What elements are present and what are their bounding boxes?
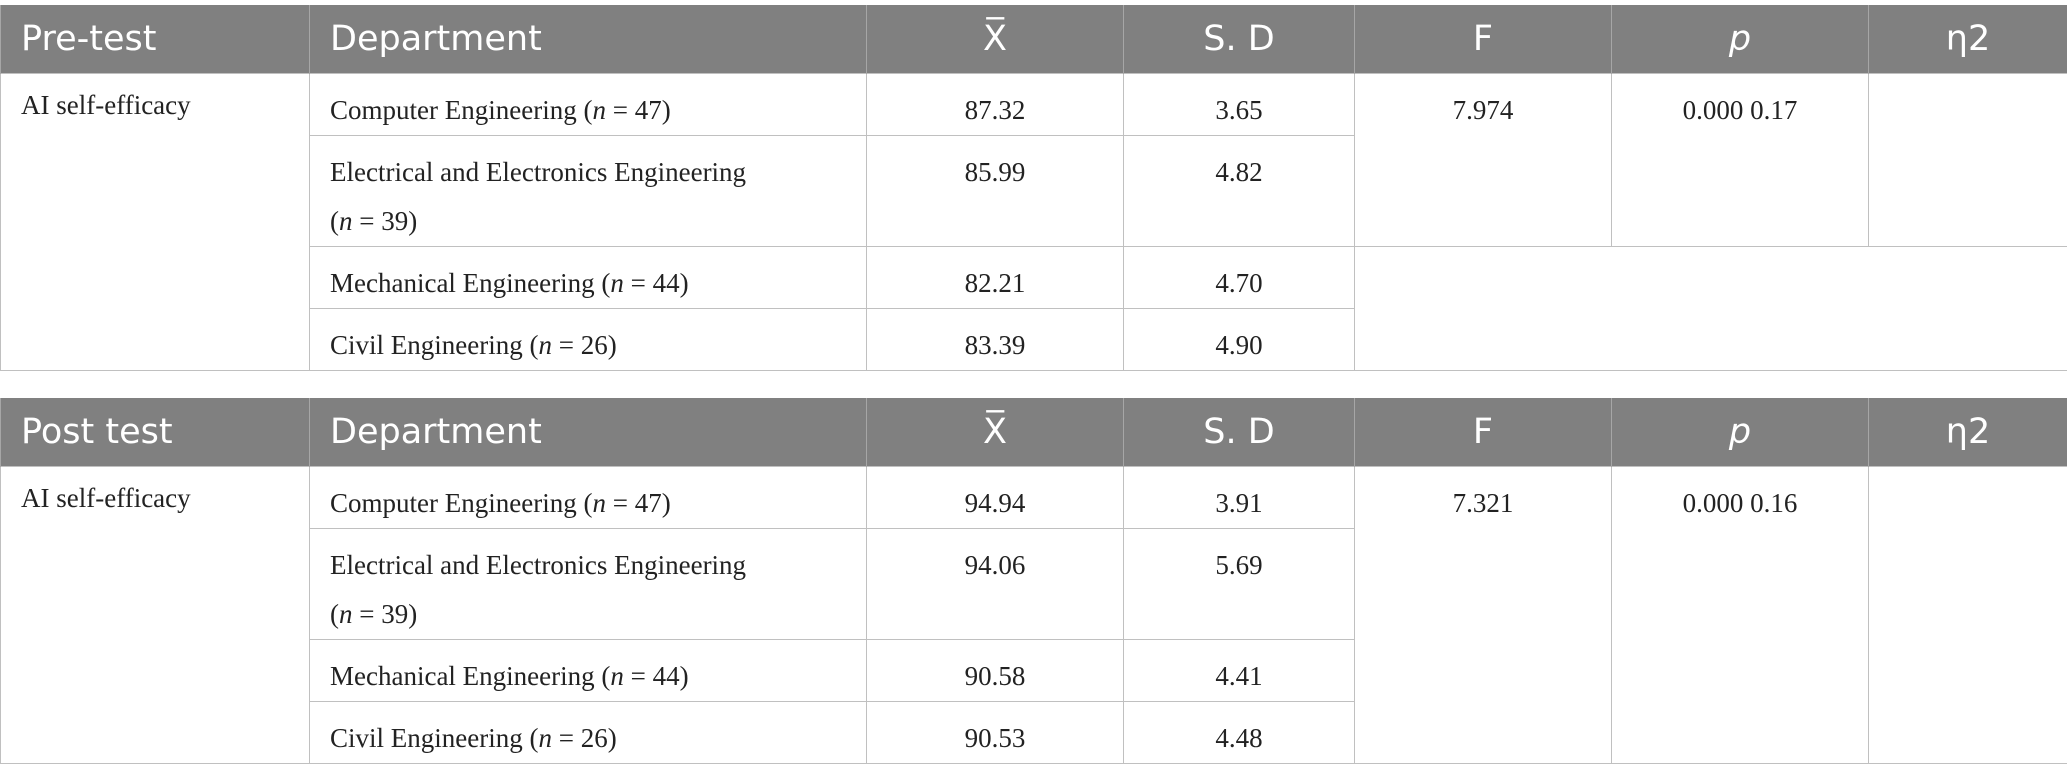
n-symbol: n <box>538 330 552 360</box>
sd-cell: 4.70 <box>1123 246 1355 309</box>
sd-cell: 4.48 <box>1123 701 1355 764</box>
header-row: Post test Department X̅ S. D F p η2 <box>0 398 2067 467</box>
empty-cell <box>1354 246 2067 371</box>
department-cell: Computer Engineering (n = 47) <box>309 466 867 529</box>
sd-cell: 4.82 <box>1123 135 1355 247</box>
table-row: Mechanical Engineering (n = 44) 90.58 4.… <box>1 639 2067 702</box>
department-cell: Mechanical Engineering (n = 44) <box>309 639 867 702</box>
n-value: 47 <box>634 95 662 125</box>
p-eta-cell: 0.000 0.16 <box>1611 466 1869 764</box>
sd-cell: 3.91 <box>1123 466 1355 529</box>
table-row: AI self-efficacy Computer Engineering (n… <box>0 73 2067 371</box>
n-equals: = <box>623 661 653 691</box>
mean-header: X̅ <box>866 5 1124 74</box>
department-cell: Civil Engineering (n = 26) <box>309 701 867 764</box>
mean-cell: 83.39 <box>866 308 1124 371</box>
measure-cell: AI self-efficacy <box>0 73 310 371</box>
table-row: Civil Engineering (n = 26) 90.53 4.48 <box>1 701 2067 764</box>
mean-cell: 87.32 <box>866 73 1124 136</box>
table-row: Electrical and Electronics Engineering (n… <box>1 528 2067 640</box>
pretest-table: Pre-test Department X̅ S. D F p η2 AI se… <box>0 5 2067 371</box>
p-header: p <box>1611 5 1869 74</box>
n-equals: = <box>352 206 382 236</box>
n-equals: = <box>551 330 581 360</box>
n-equals: = <box>623 268 653 298</box>
eta-header: η2 <box>1868 398 2067 467</box>
n-symbol: n <box>339 206 353 236</box>
n-value: 44 <box>652 268 680 298</box>
n-equals: = <box>551 723 581 753</box>
mean-cell: 85.99 <box>866 135 1124 247</box>
n-value: 44 <box>652 661 680 691</box>
n-value: 47 <box>634 488 662 518</box>
n-value: 26 <box>580 723 608 753</box>
sd-cell: 3.65 <box>1123 73 1355 136</box>
n-symbol: n <box>538 723 552 753</box>
table-row: Civil Engineering (n = 26) 83.39 4.90 <box>1 308 2067 371</box>
department-cell: Civil Engineering (n = 26) <box>309 308 867 371</box>
table-row: AI self-efficacy Computer Engineering (n… <box>0 466 2067 764</box>
mean-cell: 82.21 <box>866 246 1124 309</box>
department-name: Electrical and Electronics Engineering <box>330 157 747 187</box>
f-header: F <box>1354 398 1612 467</box>
n-symbol: n <box>592 488 606 518</box>
table-row: Mechanical Engineering (n = 44) 82.21 4.… <box>1 246 2067 371</box>
department-name: Computer Engineering <box>330 488 577 518</box>
department-name: Mechanical Engineering <box>330 268 595 298</box>
mean-cell: 94.06 <box>866 528 1124 640</box>
f-cell: 7.974 <box>1354 73 1612 247</box>
eta-cell <box>1868 466 2067 764</box>
sd-cell: 4.90 <box>1123 308 1355 371</box>
mean-header: X̅ <box>866 398 1124 467</box>
mean-cell: 90.53 <box>866 701 1124 764</box>
stage-header: Pre-test <box>0 5 310 74</box>
measure-cell: AI self-efficacy <box>0 466 310 764</box>
eta-header: η2 <box>1868 5 2067 74</box>
department-name: Computer Engineering <box>330 95 577 125</box>
n-value: 39 <box>381 599 409 629</box>
f-cell: 7.321 <box>1354 466 1612 764</box>
sd-cell: 5.69 <box>1123 528 1355 640</box>
header-row: Pre-test Department X̅ S. D F p η2 <box>0 5 2067 74</box>
department-name: Civil Engineering <box>330 330 523 360</box>
posttest-table: Post test Department X̅ S. D F p η2 AI s… <box>0 398 2067 764</box>
department-cell: Computer Engineering (n = 47) <box>309 73 867 136</box>
department-name: Mechanical Engineering <box>330 661 595 691</box>
eta-cell <box>1868 73 2067 247</box>
n-equals: = <box>352 599 382 629</box>
department-name: Civil Engineering <box>330 723 523 753</box>
n-value: 39 <box>381 206 409 236</box>
sd-cell: 4.41 <box>1123 639 1355 702</box>
n-equals: = <box>605 95 635 125</box>
sd-header: S. D <box>1123 398 1355 467</box>
department-header: Department <box>309 398 867 467</box>
n-symbol: n <box>610 661 624 691</box>
n-equals: = <box>605 488 635 518</box>
department-cell: Electrical and Electronics Engineering (n… <box>309 135 867 247</box>
mean-cell: 90.58 <box>866 639 1124 702</box>
department-name: Electrical and Electronics Engineering <box>330 550 747 580</box>
table-row: Electrical and Electronics Engineering (n… <box>1 135 2067 247</box>
mean-cell: 94.94 <box>866 466 1124 529</box>
n-symbol: n <box>592 95 606 125</box>
p-header: p <box>1611 398 1869 467</box>
n-symbol: n <box>610 268 624 298</box>
p-eta-cell: 0.000 0.17 <box>1611 73 1869 247</box>
f-header: F <box>1354 5 1612 74</box>
n-symbol: n <box>339 599 353 629</box>
department-cell: Electrical and Electronics Engineering (n… <box>309 528 867 640</box>
department-header: Department <box>309 5 867 74</box>
department-cell: Mechanical Engineering (n = 44) <box>309 246 867 309</box>
sd-header: S. D <box>1123 5 1355 74</box>
n-value: 26 <box>580 330 608 360</box>
stage-header: Post test <box>0 398 310 467</box>
